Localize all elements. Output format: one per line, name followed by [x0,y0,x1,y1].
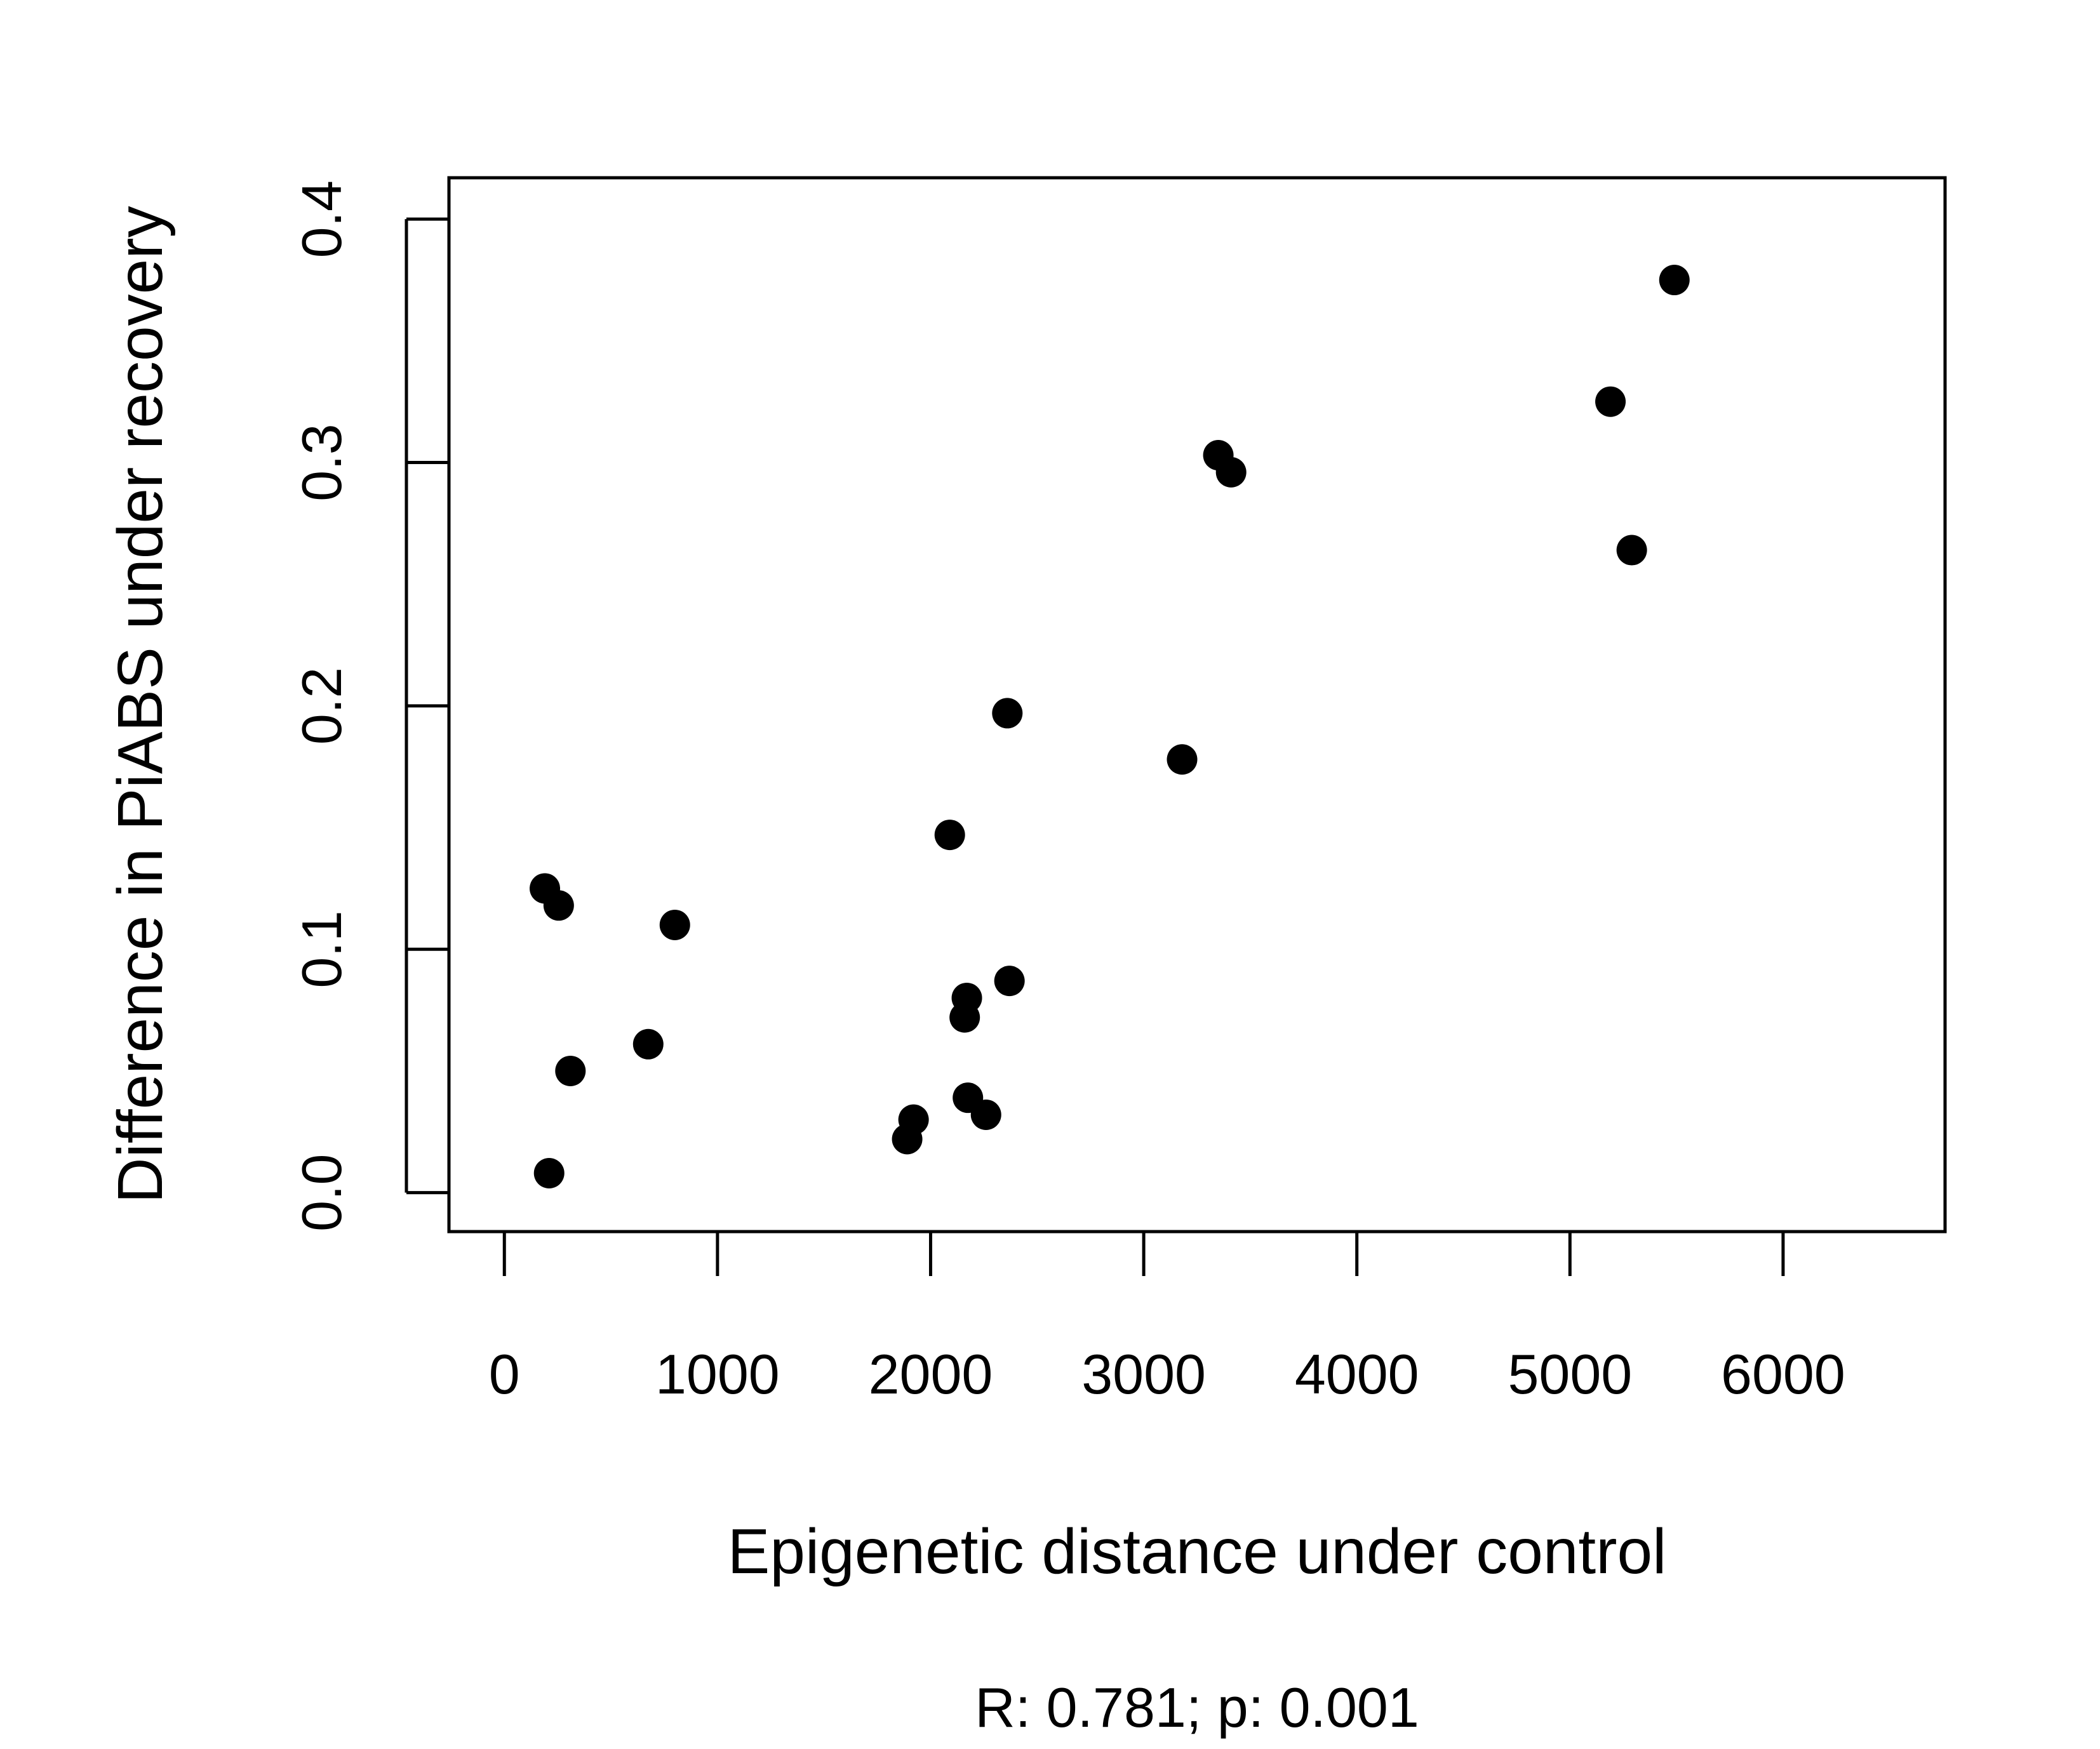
data-point [1659,265,1690,296]
y-tick-label: 0.2 [290,667,353,745]
x-tick-label: 0 [489,1343,520,1406]
plot-frame [447,176,1947,1234]
y-tick-label: 0.4 [290,180,353,258]
data-point [1167,744,1198,775]
correlation-annotation: R: 0.781; p: 0.001 [975,1676,1419,1739]
data-point [632,1028,664,1060]
data-point [1595,386,1626,417]
x-tick-label: 6000 [1721,1343,1845,1406]
y-axis-label: Difference in PiABS under recovery [105,206,176,1203]
data-point [543,890,574,921]
data-point [659,909,690,940]
x-tick-label: 3000 [1081,1343,1206,1406]
y-tick-label: 0.3 [290,423,353,501]
x-tick-label: 4000 [1295,1343,1419,1406]
x-axis-label: Epigenetic distance under control [728,1516,1667,1587]
data-point [994,966,1025,997]
y-axis: 0.0 0.1 0.2 0.3 0.4 [290,180,449,1232]
data-point [1616,535,1647,566]
y-tick-label: 0.0 [290,1154,353,1231]
x-tick-label: 1000 [655,1343,780,1406]
y-tick-label: 0.1 [290,910,353,988]
x-tick-label: 2000 [869,1343,993,1406]
x-tick-label: 5000 [1508,1343,1632,1406]
data-point [970,1099,1001,1130]
data-point [951,982,982,1013]
x-axis: 0 1000 2000 3000 4000 5000 6000 [489,1230,1845,1406]
data-point [898,1104,929,1135]
data-points [530,265,1690,1188]
data-point [1215,456,1247,488]
data-point [934,820,965,851]
data-point [992,698,1023,729]
data-point [533,1157,565,1188]
data-point [555,1055,586,1086]
